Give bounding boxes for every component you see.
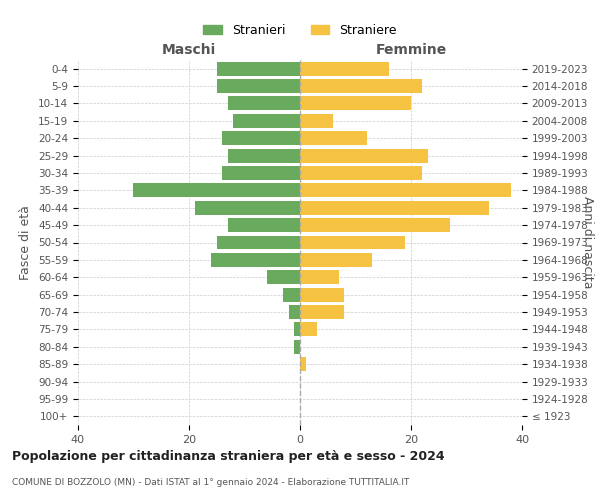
Bar: [300, 201, 489, 214]
Bar: [300, 79, 422, 93]
Bar: [295, 322, 300, 336]
Bar: [133, 184, 300, 198]
Bar: [300, 236, 406, 250]
Bar: [300, 96, 411, 110]
Bar: [300, 218, 450, 232]
Bar: [283, 288, 300, 302]
Bar: [211, 253, 300, 267]
Bar: [300, 305, 344, 319]
Bar: [217, 62, 300, 76]
Bar: [300, 166, 422, 180]
Text: Popolazione per cittadinanza straniera per età e sesso - 2024: Popolazione per cittadinanza straniera p…: [12, 450, 445, 463]
Bar: [222, 166, 300, 180]
Bar: [300, 253, 372, 267]
Bar: [295, 340, 300, 353]
Bar: [228, 218, 300, 232]
Bar: [300, 148, 428, 162]
Bar: [300, 114, 334, 128]
Bar: [222, 132, 300, 145]
Bar: [233, 114, 300, 128]
Bar: [300, 184, 511, 198]
Text: COMUNE DI BOZZOLO (MN) - Dati ISTAT al 1° gennaio 2024 - Elaborazione TUTTITALIA: COMUNE DI BOZZOLO (MN) - Dati ISTAT al 1…: [12, 478, 409, 487]
Bar: [300, 322, 317, 336]
Bar: [228, 96, 300, 110]
Bar: [266, 270, 300, 284]
Bar: [228, 148, 300, 162]
Bar: [300, 62, 389, 76]
Bar: [300, 357, 305, 371]
Text: Femmine: Femmine: [376, 42, 446, 56]
Bar: [194, 201, 300, 214]
Bar: [300, 270, 339, 284]
Legend: Stranieri, Straniere: Stranieri, Straniere: [198, 19, 402, 42]
Bar: [217, 236, 300, 250]
Text: Maschi: Maschi: [162, 42, 216, 56]
Bar: [289, 305, 300, 319]
Bar: [217, 79, 300, 93]
Y-axis label: Fasce di età: Fasce di età: [19, 205, 32, 280]
Bar: [300, 288, 344, 302]
Y-axis label: Anni di nascita: Anni di nascita: [581, 196, 594, 289]
Bar: [300, 132, 367, 145]
